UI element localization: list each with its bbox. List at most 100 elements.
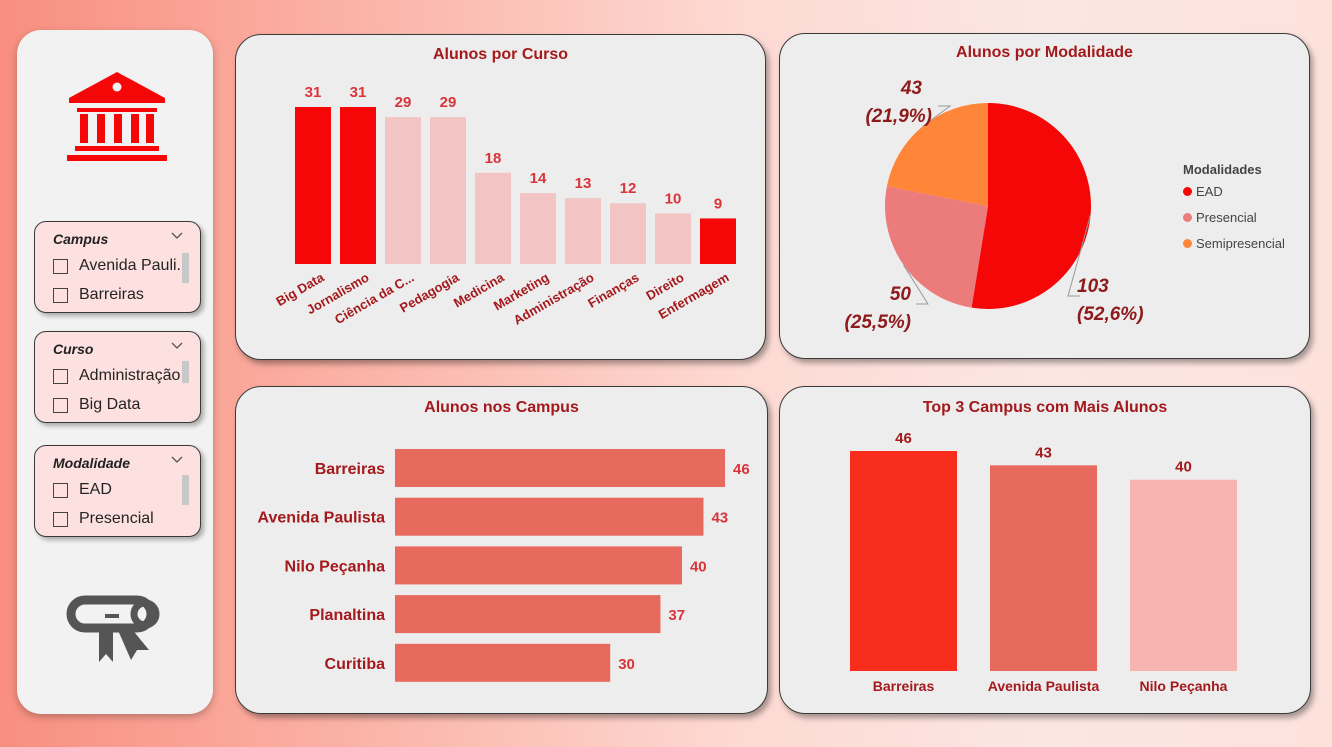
tick-label: Curitiba — [325, 656, 386, 673]
tick-label: Barreiras — [315, 461, 385, 478]
leader-line — [1067, 214, 1092, 297]
data-label: 14 — [530, 170, 547, 187]
bar[interactable] — [430, 117, 466, 265]
bar[interactable] — [395, 546, 682, 585]
data-label: 46 — [733, 461, 750, 478]
legend-label: Presencial — [1196, 210, 1257, 225]
pie-slice[interactable] — [971, 103, 1091, 309]
checkbox[interactable] — [53, 259, 68, 274]
data-label: (21,9%) — [865, 106, 932, 127]
legend-title: Modalidades — [1183, 162, 1262, 177]
data-label: 43 — [1035, 444, 1052, 461]
checkbox[interactable] — [53, 512, 68, 527]
leader-line — [922, 105, 952, 127]
bar[interactable] — [295, 107, 331, 264]
data-label: 29 — [440, 94, 457, 111]
legend-label: EAD — [1196, 184, 1223, 199]
campus-slicer-title: Campus — [53, 231, 109, 247]
bar[interactable] — [565, 198, 601, 264]
option-label: Presencial — [79, 510, 154, 527]
checkbox[interactable] — [53, 369, 68, 384]
option-label: Big Data — [79, 396, 141, 413]
checkbox[interactable] — [53, 483, 68, 498]
bar[interactable] — [990, 465, 1097, 671]
bar[interactable] — [655, 213, 691, 264]
legend-item-presencial[interactable]: Presencial — [1183, 210, 1257, 225]
chevron-down-icon[interactable] — [171, 232, 183, 240]
bar[interactable] — [395, 449, 725, 487]
data-label: 9 — [714, 195, 722, 212]
data-label: 43 — [711, 510, 728, 527]
data-label: 40 — [1175, 459, 1192, 476]
data-label: (25,5%) — [844, 312, 911, 333]
diploma-icon — [66, 595, 160, 662]
chevron-down-icon[interactable] — [171, 456, 183, 464]
data-label: 50 — [890, 284, 912, 305]
data-label: 43 — [900, 78, 923, 99]
chart-title: Alunos nos Campus — [424, 399, 579, 416]
tick-label: Planaltina — [309, 607, 385, 624]
data-label: 30 — [618, 656, 635, 673]
modalidade-pie-chart: 103 (52,6%) 50 (25,5%) 43 (21,9%) — [844, 78, 1144, 333]
bar[interactable] — [1130, 479, 1237, 671]
bar[interactable] — [850, 451, 957, 671]
curso-chart-card: Alunos por Curso 31 Big Data 31 Jornalismo 2… — [235, 34, 766, 360]
option-label: EAD — [79, 481, 112, 498]
tick-label: Nilo Peçanha — [1140, 678, 1228, 694]
legend-item-ead[interactable]: EAD — [1183, 184, 1223, 199]
scrollbar[interactable] — [182, 361, 189, 383]
scrollbar[interactable] — [182, 253, 189, 283]
tick-label: Finanças — [585, 270, 641, 311]
data-label: 10 — [665, 190, 682, 207]
bar[interactable] — [610, 203, 646, 264]
option-label: Barreiras — [79, 286, 144, 303]
bar[interactable] — [520, 193, 556, 264]
campus-slicer[interactable]: Campus Avenida Pauli... Barreiras — [34, 221, 201, 313]
option-label: Administração — [79, 367, 181, 384]
bar[interactable] — [395, 497, 704, 536]
data-label: 31 — [350, 84, 367, 101]
checkbox[interactable] — [53, 288, 68, 303]
legend-item-semipresencial[interactable]: Semipresencial — [1183, 236, 1285, 251]
data-label: (52,6%) — [1077, 304, 1144, 325]
data-label: 46 — [895, 430, 912, 447]
data-label: 31 — [305, 84, 322, 101]
bar[interactable] — [395, 643, 611, 682]
tick-label: Barreiras — [873, 678, 935, 694]
institution-icon — [67, 72, 167, 161]
leader-line — [903, 264, 929, 305]
checkbox[interactable] — [53, 398, 68, 413]
data-label: 12 — [620, 180, 637, 197]
data-label: 29 — [395, 94, 412, 111]
bar[interactable] — [385, 117, 421, 265]
modalidade-slicer-title: Modalidade — [53, 455, 131, 471]
chart-title: Top 3 Campus com Mais Alunos — [922, 399, 1168, 416]
scrollbar[interactable] — [182, 475, 189, 505]
chevron-down-icon[interactable] — [171, 342, 183, 350]
modalidade-chart-card: Alunos por Modalidade 103 (52,6%) 50 (25,5%… — [779, 33, 1310, 359]
pie-slice[interactable] — [886, 103, 988, 206]
data-label: 103 — [1077, 276, 1109, 297]
curso-slicer-title: Curso — [53, 341, 94, 357]
bar[interactable] — [475, 172, 511, 264]
top3-chart-card: Top 3 Campus com Mais Alunos 46 Barreiras… — [779, 386, 1311, 714]
data-label: 37 — [668, 607, 685, 624]
bar[interactable] — [340, 107, 376, 264]
tick-label: Nilo Peçanha — [285, 558, 386, 575]
data-label: 18 — [485, 150, 502, 167]
tick-label: Avenida Paulista — [988, 678, 1100, 694]
modalidade-slicer[interactable]: Modalidade EAD Presencial — [34, 445, 201, 537]
curso-slicer[interactable]: Curso Administração Big Data — [34, 331, 201, 423]
bar[interactable] — [700, 218, 736, 264]
option-label: Avenida Pauli... — [79, 257, 190, 274]
tick-label: Avenida Paulista — [258, 510, 386, 527]
campus-chart-card: Alunos nos Campus Barreiras 46 Avenida Pau… — [235, 386, 768, 714]
data-label: 40 — [690, 558, 707, 575]
data-label: 13 — [575, 175, 592, 192]
pie-slice[interactable] — [885, 186, 988, 308]
bar[interactable] — [395, 595, 661, 634]
chart-title: Alunos por Curso — [432, 46, 569, 63]
chart-title: Alunos por Modalidade — [956, 44, 1133, 61]
top3-bar-chart: 46 Barreiras 43 Avenida Paulista 40 Nilo Peça… — [850, 430, 1237, 694]
